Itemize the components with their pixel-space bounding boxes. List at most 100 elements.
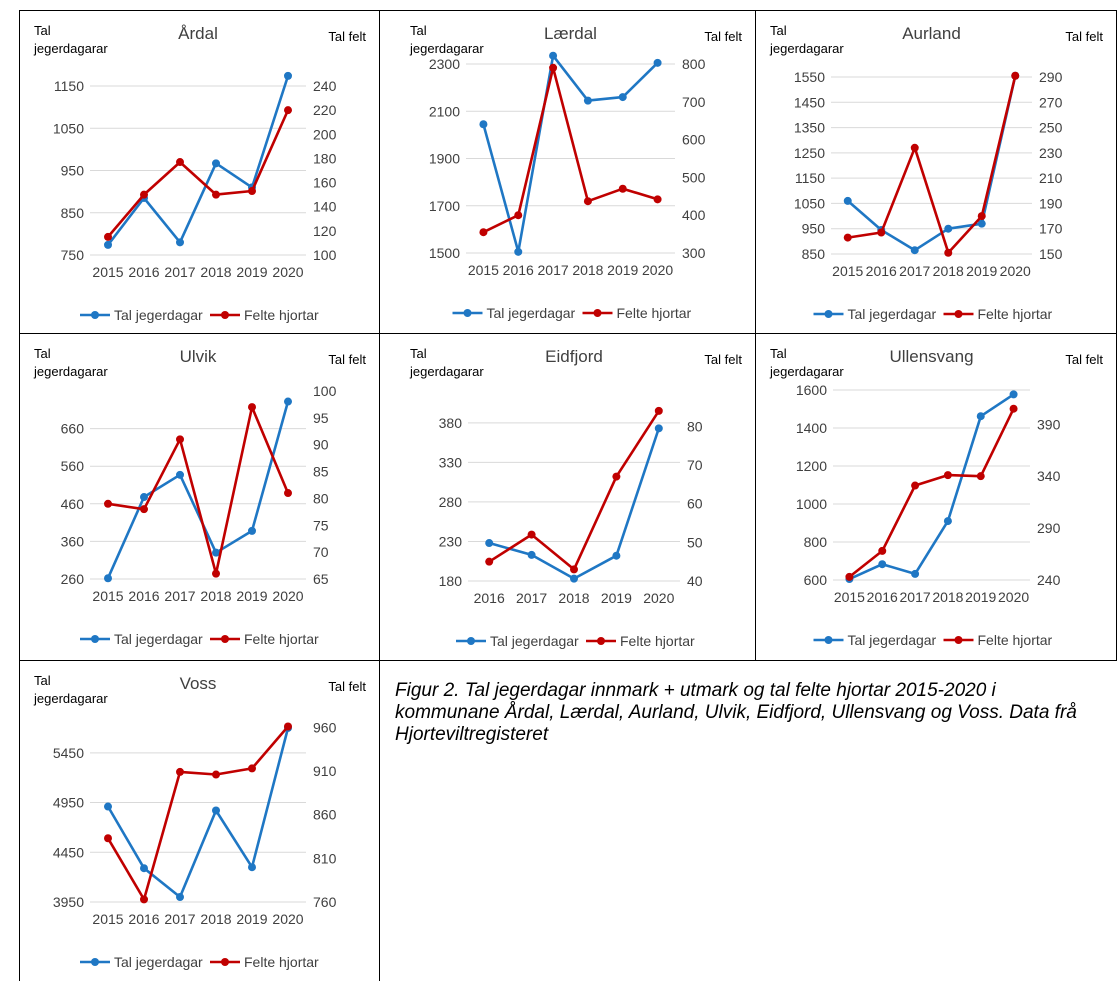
y-tick-label-right: 860 [313, 807, 337, 823]
data-point-felte [284, 722, 292, 731]
y-tick-label-right: 170 [1039, 221, 1063, 237]
data-point-jegerdagar [976, 412, 985, 421]
chart-panel-eidfjord: 180 230 280 330 380 40 50 60 70 80 2016 2017 2018 201… [396, 334, 754, 659]
series-line-felte [107, 109, 290, 238]
legend-label: Tal jegerdagar [848, 306, 937, 322]
data-point-jegerdagar [104, 240, 112, 249]
y-tick-label-right: 810 [313, 850, 337, 866]
x-tick-label: 2015 [92, 911, 123, 927]
y-axis-label-left: Tal [410, 346, 427, 361]
y-tick-label-left: 330 [439, 454, 463, 470]
y-tick-label-right: 210 [1039, 170, 1063, 186]
series-line-felte [106, 725, 289, 901]
chart-eidfjord: 180 230 280 330 380 40 50 60 70 80 2016 2017 2018 201… [409, 346, 742, 649]
data-point-jegerdagar [653, 58, 662, 67]
data-point-jegerdagar [514, 247, 523, 256]
y-tick-label-right: 250 [1039, 120, 1063, 136]
x-tick-label: 2018 [572, 262, 603, 278]
x-tick-label: 2017 [538, 262, 569, 278]
series-line-felte [847, 75, 1017, 254]
chart-aurland: 850 950 1050 1150 1250 1350 1450 1550 150 170 190 2… [769, 23, 1103, 322]
data-point-jegerdagar [104, 802, 112, 811]
data-point-felte [479, 228, 488, 237]
y-tick-label-left: 1550 [794, 69, 825, 85]
y-tick-label-left: 180 [439, 573, 463, 589]
legend-swatch-marker [463, 309, 472, 317]
y-axis-label-right: Tal felt [1065, 352, 1103, 367]
y-tick-label-right: 200 [313, 126, 337, 142]
x-tick-label: 2016 [866, 263, 897, 279]
legend-swatch-marker [221, 311, 229, 319]
chart-ardal: 750 850 950 1050 1150 100 120 140 160 180 200 220 24… [33, 23, 366, 323]
x-tick-label: 2019 [601, 590, 632, 606]
data-point-felte [176, 435, 184, 444]
y-tick-label-right: 140 [313, 199, 337, 215]
x-tick-label: 2017 [164, 588, 195, 604]
y-tick-label-right: 760 [313, 894, 337, 910]
data-point-felte [176, 158, 184, 167]
y-axis-label-left: jegerdagarar [33, 691, 108, 706]
data-point-jegerdagar [618, 93, 627, 102]
y-tick-label-left: 850 [61, 205, 85, 221]
y-tick-label-left: 3950 [53, 894, 84, 910]
legend-label: Tal jegerdagar [114, 307, 203, 323]
data-point-felte [612, 472, 621, 481]
data-point-felte [977, 212, 986, 221]
series-line-felte [848, 408, 1015, 578]
data-point-felte [976, 472, 985, 481]
y-tick-label-right: 90 [313, 437, 329, 453]
x-tick-label: 2015 [468, 262, 499, 278]
x-tick-label: 2015 [92, 264, 123, 280]
data-point-jegerdagar [583, 96, 592, 105]
y-tick-label-right: 60 [687, 496, 703, 512]
data-point-felte [911, 481, 920, 490]
x-tick-label: 2016 [867, 589, 898, 605]
y-tick-label-left: 950 [802, 221, 826, 237]
y-axis-label-left: jegerdagarar [33, 41, 108, 56]
y-axis-label-left: Tal [770, 23, 787, 38]
x-tick-label: 2015 [834, 589, 865, 605]
y-tick-label-right: 500 [682, 169, 706, 185]
data-point-felte [212, 770, 220, 779]
y-tick-label-right: 75 [313, 517, 329, 533]
data-point-jegerdagar [527, 550, 536, 559]
x-tick-label: 2019 [607, 262, 638, 278]
x-tick-label: 2015 [92, 588, 123, 604]
y-tick-label-right: 80 [687, 418, 703, 434]
y-tick-label-right: 600 [682, 132, 706, 148]
y-axis-label-left: Tal [34, 673, 51, 688]
data-point-jegerdagar [212, 548, 220, 557]
legend-label: Tal jegerdagar [114, 631, 203, 647]
data-point-felte [1011, 71, 1020, 80]
series-line-felte [488, 410, 660, 571]
y-tick-label-left: 1350 [794, 120, 825, 136]
x-tick-label: 2016 [128, 588, 159, 604]
x-tick-label: 2019 [236, 264, 267, 280]
y-axis-label-left: jegerdagarar [409, 41, 484, 56]
y-tick-label-left: 1400 [796, 420, 827, 436]
data-point-felte [248, 764, 256, 773]
legend-swatch-marker [954, 636, 963, 644]
data-point-felte [248, 403, 256, 412]
y-tick-label-right: 300 [682, 245, 706, 261]
y-tick-label-right: 65 [313, 571, 329, 587]
data-point-felte [944, 248, 953, 257]
y-tick-label-left: 1050 [53, 120, 84, 136]
x-tick-label: 2017 [516, 590, 547, 606]
data-point-jegerdagar [176, 893, 184, 902]
y-tick-label-right: 960 [313, 719, 337, 735]
y-tick-label-left: 560 [61, 458, 85, 474]
y-axis-label-left: jegerdagarar [769, 364, 844, 379]
grid-border-col2 [755, 10, 756, 660]
grid-border-top [19, 10, 1117, 11]
y-tick-label-left: 1900 [429, 151, 460, 167]
chart-title: Ulvik [180, 347, 217, 366]
data-point-jegerdagar [284, 71, 292, 80]
y-tick-label-right: 160 [313, 175, 337, 191]
x-tick-label: 2016 [128, 911, 159, 927]
y-tick-label-right: 290 [1039, 69, 1063, 85]
y-tick-label-left: 1250 [794, 145, 825, 161]
x-tick-label: 2018 [200, 264, 231, 280]
data-point-jegerdagar [612, 551, 621, 560]
y-axis-label-right: Tal felt [328, 679, 366, 694]
